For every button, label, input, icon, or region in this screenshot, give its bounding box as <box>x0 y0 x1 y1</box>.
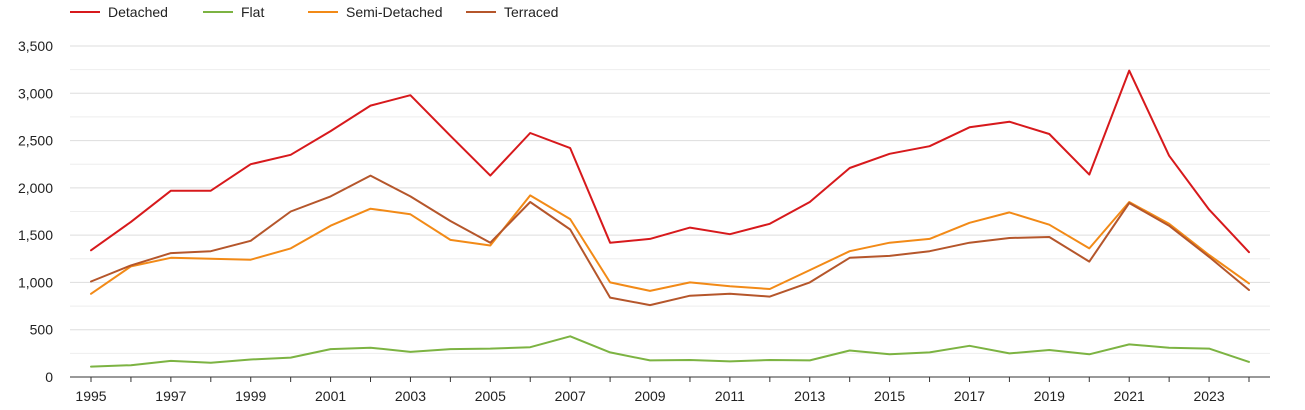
y-axis-tick-labels: 0 500 1,000 1,500 2,000 2,500 3,000 3,500 <box>18 38 53 385</box>
series-line-terraced <box>90 174 1250 307</box>
legend-label: Terraced <box>504 4 558 20</box>
x-axis-tick-labels: 1995 1997 1999 2001 2003 2005 2007 2009 2011 2013… <box>75 388 1224 404</box>
x-tick-label: 2005 <box>475 388 506 404</box>
x-tick-label: 2017 <box>954 388 985 404</box>
legend-item-terraced: Terraced <box>466 4 558 20</box>
x-tick-label: 2003 <box>395 388 426 404</box>
series-line-detached <box>90 69 1250 254</box>
x-tick-label: 2019 <box>1034 388 1065 404</box>
x-tick-label: 1997 <box>155 388 186 404</box>
y-tick-label: 2,000 <box>18 180 53 196</box>
series-line-flat <box>90 335 1250 368</box>
y-tick-label: 3,000 <box>18 85 53 101</box>
axes <box>70 376 1270 382</box>
x-tick-label: 2009 <box>634 388 665 404</box>
y-tick-label: 0 <box>45 369 53 385</box>
y-tick-label: 1,000 <box>18 274 53 290</box>
y-tick-label: 1,500 <box>18 227 53 243</box>
x-tick-label: 2007 <box>555 388 586 404</box>
x-tick-label: 2013 <box>794 388 825 404</box>
grid <box>70 45 1270 354</box>
y-tick-label: 2,500 <box>18 133 53 149</box>
legend-item-flat: Flat <box>203 4 264 20</box>
series-line-semi-detached <box>90 194 1250 295</box>
x-tick-label: 1995 <box>75 388 106 404</box>
legend-item-semi-detached: Semi-Detached <box>308 4 443 20</box>
y-tick-label: 500 <box>30 322 54 338</box>
x-tick-label: 2023 <box>1193 388 1224 404</box>
legend-item-detached: Detached <box>70 4 168 20</box>
x-tick-label: 1999 <box>235 388 266 404</box>
y-tick-label: 3,500 <box>18 38 53 54</box>
x-tick-label: 2011 <box>715 388 745 404</box>
x-tick-label: 2015 <box>874 388 905 404</box>
legend: Detached Flat Semi-Detached Terraced <box>70 4 558 20</box>
legend-label: Flat <box>241 4 264 20</box>
x-tick-label: 2021 <box>1114 388 1145 404</box>
series-lines <box>90 69 1250 368</box>
x-tick-label: 2001 <box>315 388 346 404</box>
legend-label: Semi-Detached <box>346 4 443 20</box>
legend-label: Detached <box>108 4 168 20</box>
